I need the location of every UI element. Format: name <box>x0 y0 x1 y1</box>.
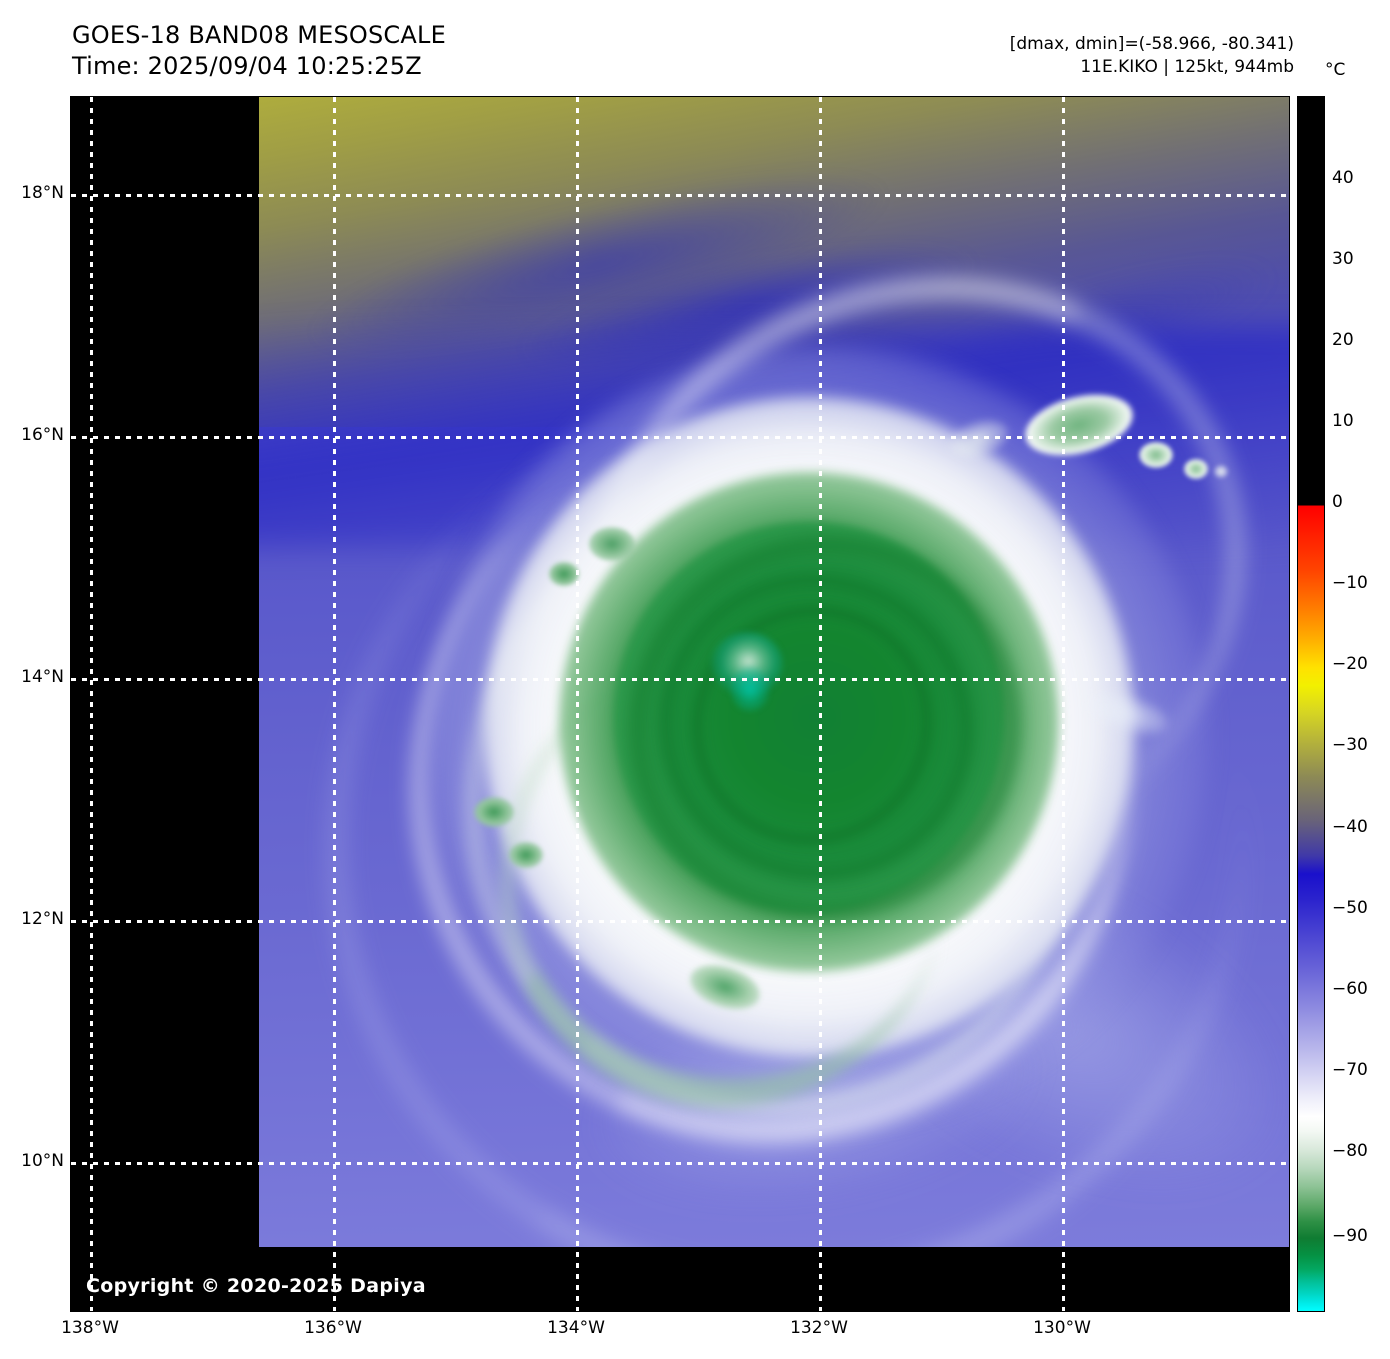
colorbar-tick-30: 30 <box>1332 249 1354 269</box>
gridline-lat-14 <box>71 678 1289 681</box>
lon-tick-130: 130°W <box>1033 1318 1091 1338</box>
copyright-notice: Copyright © 2020-2025 Dapiya <box>86 1275 426 1297</box>
lon-tick-132: 132°W <box>790 1318 848 1338</box>
colorbar-tick-m90: −90 <box>1332 1226 1368 1246</box>
colorbar-tick-m60: −60 <box>1332 979 1368 999</box>
lat-tick-12: 12°N <box>21 909 64 929</box>
colorbar-tick-0: 0 <box>1332 492 1343 512</box>
gridline-lon-132 <box>819 97 822 1311</box>
colorbar-tick-m10: −10 <box>1332 573 1368 593</box>
storm-info-readout: 11E.KIKO | 125kt, 944mb <box>1080 57 1294 77</box>
colorbar-tick-m50: −50 <box>1332 898 1368 918</box>
gridline-lat-16 <box>71 436 1289 439</box>
convective-cell <box>589 527 635 561</box>
nodata-region-west <box>71 97 259 1311</box>
nodata-region-south <box>71 1247 1289 1311</box>
gridline-lat-10 <box>71 1162 1289 1165</box>
convective-cell <box>1214 465 1228 478</box>
gridline-lat-18 <box>71 194 1289 197</box>
gridline-lon-136 <box>333 97 336 1311</box>
convective-cell <box>1184 459 1208 479</box>
convective-cell <box>549 562 579 586</box>
gridline-lon-130 <box>1062 97 1065 1311</box>
page-title: GOES-18 BAND08 MESOSCALE <box>72 21 446 49</box>
temperature-colorbar <box>1297 96 1325 1312</box>
storm-eye-coldest-pixel <box>731 667 769 711</box>
lat-tick-14: 14°N <box>21 667 64 687</box>
lon-tick-136: 136°W <box>304 1318 362 1338</box>
colorbar-tick-m40: −40 <box>1332 817 1368 837</box>
colorbar-tick-m30: −30 <box>1332 735 1368 755</box>
lon-tick-134: 134°W <box>547 1318 605 1338</box>
header-meta-block: [dmax, dmin]=(-58.966, -80.341) 11E.KIKO… <box>1010 33 1294 79</box>
colorbar-tick-40: 40 <box>1332 168 1354 188</box>
colorbar-tick-m20: −20 <box>1332 654 1368 674</box>
satellite-image-plot: Copyright © 2020-2025 Dapiya <box>70 96 1290 1312</box>
header-title-block: GOES-18 BAND08 MESOSCALE Time: 2025/09/0… <box>72 20 446 82</box>
colorbar-tick-10: 10 <box>1332 411 1354 431</box>
gridline-lon-138 <box>90 97 93 1311</box>
convective-cell <box>474 797 514 827</box>
lat-tick-18: 18°N <box>21 183 64 203</box>
lon-tick-138: 138°W <box>61 1318 119 1338</box>
colorbar-tick-m80: −80 <box>1332 1141 1368 1161</box>
colorbar-unit-label: °C <box>1325 60 1346 80</box>
plot-clip: Copyright © 2020-2025 Dapiya <box>71 97 1289 1311</box>
timestamp-line: Time: 2025/09/04 10:25:25Z <box>72 52 422 80</box>
lat-tick-16: 16°N <box>21 425 64 445</box>
satellite-data-canvas <box>259 97 1289 1247</box>
lat-tick-10: 10°N <box>21 1151 64 1171</box>
convective-cell <box>1139 442 1173 468</box>
dmax-dmin-readout: [dmax, dmin]=(-58.966, -80.341) <box>1009 34 1294 54</box>
gridline-lon-134 <box>576 97 579 1311</box>
convective-cell <box>509 842 543 868</box>
cold-cloud-core-dense <box>614 522 1004 912</box>
gridline-lat-12 <box>71 920 1289 923</box>
colorbar-gradient <box>1298 97 1324 1311</box>
colorbar-tick-20: 20 <box>1332 330 1354 350</box>
colorbar-tick-m70: −70 <box>1332 1060 1368 1080</box>
